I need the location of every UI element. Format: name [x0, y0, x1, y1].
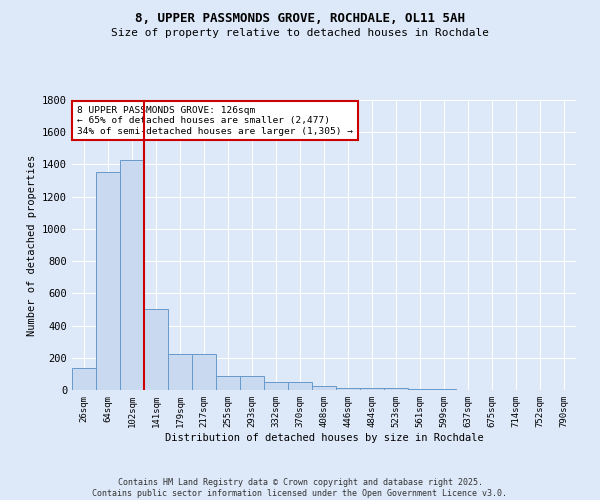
Bar [264, 382, 288, 390]
Text: Contains HM Land Registry data © Crown copyright and database right 2025.
Contai: Contains HM Land Registry data © Crown c… [92, 478, 508, 498]
Text: 8 UPPER PASSMONDS GROVE: 126sqm
← 65% of detached houses are smaller (2,477)
34%: 8 UPPER PASSMONDS GROVE: 126sqm ← 65% of… [77, 106, 353, 136]
Bar [408, 388, 432, 390]
Bar [288, 382, 312, 390]
Bar [240, 376, 264, 390]
X-axis label: Distribution of detached houses by size in Rochdale: Distribution of detached houses by size … [164, 432, 484, 442]
Bar [312, 386, 336, 390]
Text: Size of property relative to detached houses in Rochdale: Size of property relative to detached ho… [111, 28, 489, 38]
Bar [72, 368, 96, 390]
Bar [384, 388, 408, 390]
Bar [216, 376, 240, 390]
Bar [336, 388, 360, 390]
Bar [120, 160, 144, 390]
Bar [168, 354, 192, 390]
Y-axis label: Number of detached properties: Number of detached properties [26, 154, 37, 336]
Bar [96, 172, 120, 390]
Bar [144, 310, 168, 390]
Bar [360, 388, 384, 390]
Bar [192, 354, 216, 390]
Text: 8, UPPER PASSMONDS GROVE, ROCHDALE, OL11 5AH: 8, UPPER PASSMONDS GROVE, ROCHDALE, OL11… [135, 12, 465, 26]
Bar [432, 389, 456, 390]
